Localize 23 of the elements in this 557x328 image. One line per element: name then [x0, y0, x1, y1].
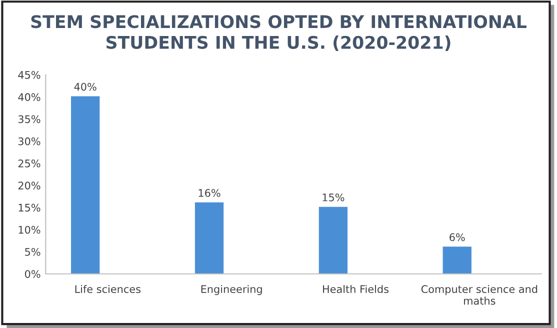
y-tick-label: 5% [25, 248, 40, 256]
x-tick-label: Health Fields [323, 284, 388, 294]
bar [194, 202, 224, 274]
y-tick-label: 10% [18, 226, 40, 234]
y-tick-label: 20% [18, 182, 40, 190]
data-label: 15% [322, 193, 344, 202]
x-tick-label: Computer science and maths [421, 284, 538, 305]
bar [71, 96, 100, 274]
y-tick-label: 40% [18, 93, 40, 102]
data-label: 40% [74, 82, 96, 91]
y-tick-label: 30% [18, 137, 40, 146]
bar [318, 206, 348, 274]
chart-title: STEM SPECIALIZATIONS OPTED BY INTERNATIONAL STUDENTS IN THE U.S. (2020-2021) [31, 15, 526, 51]
data-label: 6% [450, 233, 465, 242]
x-tick-label: Life sciences [75, 284, 140, 294]
y-tick-label: 0% [24, 270, 40, 278]
y-tick-label: 15% [18, 204, 40, 212]
data-label: 16% [198, 189, 220, 197]
bar [442, 246, 472, 274]
y-tick-label: 25% [18, 160, 40, 168]
y-tick-label: 35% [18, 115, 40, 124]
y-tick-label: 45% [18, 71, 40, 79]
x-tick-label: Engineering [201, 284, 262, 296]
